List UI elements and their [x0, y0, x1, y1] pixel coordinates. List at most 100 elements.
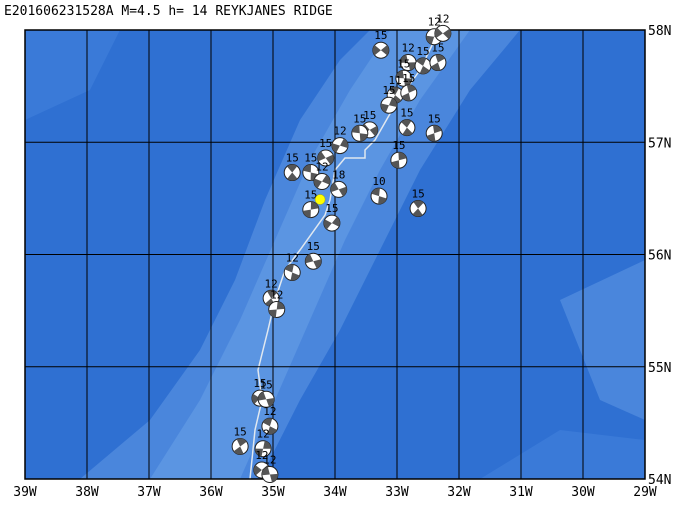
depth-label: 18 [332, 168, 345, 181]
depth-label: 12 [263, 405, 276, 418]
compression-quadrant [395, 70, 412, 87]
focal-mechanism [317, 149, 335, 167]
compression-quadrant [331, 138, 348, 153]
x-tick-label: 30W [571, 485, 595, 500]
compression-quadrant [305, 254, 322, 269]
focal-mechanism [302, 164, 320, 182]
focal-mechanism [323, 214, 341, 232]
compression-quadrant [401, 84, 417, 101]
x-tick-label: 29W [633, 485, 657, 500]
compression-quadrant [412, 200, 424, 217]
x-tick-label: 31W [509, 485, 533, 500]
compression-quadrant [287, 164, 298, 181]
focal-mechanism [434, 24, 452, 42]
x-tick-label: 34W [323, 485, 347, 500]
compression-quadrant [302, 201, 319, 218]
focal-mechanism [429, 54, 447, 72]
x-tick-label: 37W [137, 485, 161, 500]
compression-quadrant [431, 54, 445, 71]
compression-quadrant [371, 188, 387, 205]
compression-quadrant [351, 125, 368, 142]
compression-quadrant [261, 466, 278, 483]
x-tick-label: 39W [13, 485, 37, 500]
depth-label: 12 [256, 428, 269, 441]
depth-label: 15 [397, 57, 410, 70]
depth-label: 15 [374, 29, 387, 42]
focal-mechanism [400, 84, 418, 102]
depth-label: 15 [411, 187, 424, 200]
compression-quadrant [255, 440, 272, 457]
depth-label: 15 [382, 84, 395, 97]
depth-label: 12 [255, 449, 268, 462]
depth-label: 12 [270, 289, 283, 302]
depth-label: 12 [315, 161, 328, 174]
compression-quadrant [391, 152, 407, 169]
compression-quadrant [434, 27, 451, 39]
compression-quadrant [303, 164, 319, 181]
focal-mechanism [425, 124, 443, 142]
compression-quadrant [284, 264, 300, 281]
compression-quadrant [389, 87, 402, 104]
depth-label: 15 [363, 109, 376, 122]
y-tick-label: 57N [648, 136, 671, 151]
compression-quadrant [372, 45, 389, 56]
focal-mechanism [372, 41, 390, 59]
compression-quadrant [416, 57, 430, 74]
compression-quadrant [323, 216, 340, 230]
compression-quadrant [400, 54, 417, 71]
compression-quadrant [426, 125, 442, 142]
depth-label: 12 [436, 12, 449, 25]
depth-label: 12 [333, 125, 346, 138]
compression-quadrant [265, 290, 278, 307]
depth-label: 15 [402, 72, 415, 85]
focal-mechanism [398, 119, 416, 137]
x-tick-label: 35W [261, 485, 285, 500]
y-tick-label: 58N [648, 24, 671, 39]
focal-mechanism [399, 54, 417, 72]
depth-label: 15 [304, 189, 317, 202]
x-tick-label: 33W [385, 485, 409, 500]
focal-mechanism [313, 173, 331, 191]
focal-mechanism [257, 390, 275, 408]
focal-mechanism [231, 437, 249, 455]
depth-label: 11 [389, 74, 402, 87]
focal-mechanism [370, 187, 388, 205]
focal-mechanism [304, 252, 322, 270]
y-tick-label: 54N [648, 473, 671, 488]
compression-quadrant [380, 97, 397, 113]
depth-label: 15 [353, 112, 366, 125]
map-title: E201606231528A M=4.5 h= 14 REYKJANES RID… [4, 4, 333, 19]
depth-label: 15 [234, 425, 247, 438]
depth-label: 15 [400, 107, 413, 120]
focal-mechanism [261, 417, 279, 435]
y-tick-label: 56N [648, 249, 671, 264]
focal-mechanism [283, 263, 301, 281]
compression-quadrant [258, 391, 275, 407]
depth-label: 15 [416, 45, 429, 58]
focal-mechanism [351, 124, 369, 142]
depth-label: 12 [402, 42, 415, 55]
compression-quadrant [262, 418, 277, 435]
depth-label: 12 [263, 454, 276, 467]
frame [24, 29, 646, 480]
compression-quadrant [233, 438, 247, 455]
focal-mechanism [254, 440, 272, 458]
focal-mechanism [283, 164, 301, 182]
depth-label: 12 [428, 16, 441, 29]
focal-mechanism [380, 96, 398, 114]
focal-mechanism [261, 466, 279, 484]
compression-quadrant [361, 123, 378, 136]
depth-label: 12 [265, 277, 278, 290]
compression-quadrant [314, 174, 330, 189]
focal-mechanism [302, 201, 320, 219]
depth-label: 15 [325, 202, 338, 215]
focal-mechanism [414, 57, 432, 75]
depth-label: 15 [319, 137, 332, 150]
compression-quadrant [268, 301, 285, 318]
x-tick-label: 38W [75, 485, 99, 500]
y-tick-label: 55N [648, 361, 671, 376]
x-tick-label: 32W [447, 485, 471, 500]
focal-mechanism [390, 151, 408, 169]
depth-label: 15 [428, 112, 441, 125]
